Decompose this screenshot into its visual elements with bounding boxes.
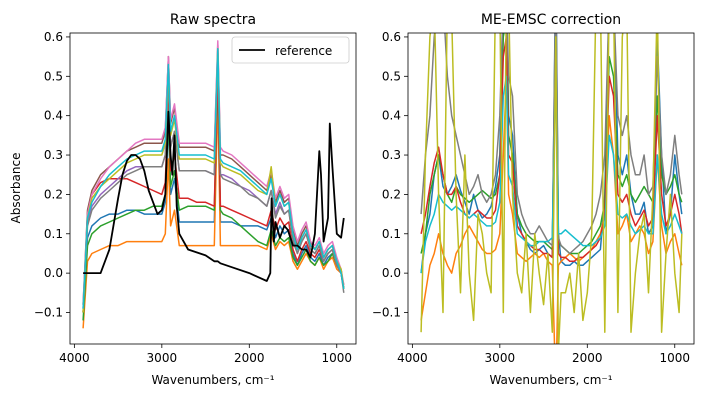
legend-label-reference: reference (275, 44, 332, 58)
x-axis-label: Wavenumbers, cm⁻¹ (489, 373, 612, 387)
y-tick-label: −0.1 (34, 306, 63, 320)
y-tick-label: 0.6 (382, 30, 401, 44)
plot-frame (69, 32, 357, 345)
y-tick-label: 0.2 (44, 187, 63, 201)
sample-spectrum-line-2 (420, 75, 683, 344)
y-tick-label: 0.4 (44, 109, 63, 123)
x-tick-label: 4000 (59, 351, 90, 365)
x-axis-label: Wavenumbers, cm⁻¹ (151, 373, 274, 387)
me-emsc-correction-panel: ME-EMSC correction 4000 3000 2000 1000 −0.1… (372, 12, 695, 387)
x-axis-ticks: 4000 3000 2000 1000 (397, 344, 690, 365)
y-tick-label: 0.2 (382, 187, 401, 201)
panel-title: Raw spectra (170, 12, 256, 28)
x-tick-label: 2000 (572, 351, 603, 365)
legend-box (231, 36, 350, 64)
panel-title: ME-EMSC correction (481, 12, 621, 28)
sample-spectrum-line-6 (420, 75, 683, 274)
sample-spectrum-line-4 (82, 67, 345, 313)
sample-spectrum-line-1 (82, 83, 345, 313)
y-tick-label: −0.1 (372, 306, 401, 320)
x-axis-ticks: 4000 3000 2000 1000 (59, 344, 352, 365)
y-tick-label: 0.1 (44, 227, 63, 241)
y-tick-label: 0.1 (382, 227, 401, 241)
x-tick-label: 1000 (659, 351, 690, 365)
series-group (82, 40, 345, 329)
y-tick-label: 0.3 (44, 148, 63, 162)
legend: reference (231, 36, 350, 64)
sample-spectrum-line-7 (420, 33, 683, 344)
x-tick-label: 1000 (321, 351, 352, 365)
y-tick-label: 0.5 (44, 69, 63, 83)
x-tick-label: 2000 (234, 351, 265, 365)
sample-spectrum-line-5 (420, 33, 683, 255)
x-tick-label: 4000 (397, 351, 428, 365)
x-tick-label: 3000 (147, 351, 178, 365)
y-tick-label: 0.6 (44, 30, 63, 44)
raw-spectra-panel: Raw spectra 4000 3000 2000 1000 −0.1 0.0 0.1 0… (9, 12, 357, 387)
plot-frame (407, 32, 695, 345)
sample-spectrum-line-3 (82, 75, 345, 321)
y-tick-label: 0.3 (382, 148, 401, 162)
y-tick-label: 0.4 (382, 109, 401, 123)
y-axis-ticks: −0.1 0.0 0.1 0.2 0.3 0.4 0.5 0.6 (34, 30, 70, 320)
y-axis-ticks: −0.1 0.0 0.1 0.2 0.3 0.4 0.5 0.6 (372, 30, 408, 320)
y-axis-label: Absorbance (9, 153, 23, 224)
sample-spectrum-line-8 (82, 51, 345, 313)
series-group (420, 33, 683, 344)
y-tick-label: 0.5 (382, 69, 401, 83)
sample-spectrum-line-3 (420, 33, 683, 255)
y-tick-label: 0.0 (44, 266, 63, 280)
y-tick-label: 0.0 (382, 266, 401, 280)
reference-spectrum-line (83, 110, 345, 282)
x-tick-label: 3000 (485, 351, 516, 365)
